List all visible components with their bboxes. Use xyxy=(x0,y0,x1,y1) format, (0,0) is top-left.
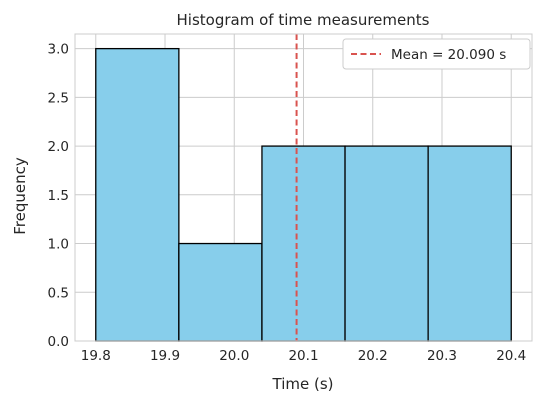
y-tick-label: 1.5 xyxy=(48,188,69,204)
y-tick-label: 2.0 xyxy=(48,139,69,155)
legend-mean-label: Mean = 20.090 s xyxy=(391,47,506,63)
y-tick-label: 0.5 xyxy=(48,285,69,301)
x-axis-label: Time (s) xyxy=(272,375,334,393)
y-tick-label: 3.0 xyxy=(48,42,69,58)
histogram-bars xyxy=(95,47,512,342)
y-axis-label: Frequency xyxy=(11,157,29,235)
x-tick-label: 20.1 xyxy=(288,348,318,364)
y-tick-label: 0.0 xyxy=(48,334,69,350)
chart-title: Histogram of time measurements xyxy=(177,11,430,29)
x-tick-label: 19.9 xyxy=(150,348,180,364)
x-tick-label: 20.3 xyxy=(427,348,457,364)
x-tick-label: 20.2 xyxy=(358,348,388,364)
histogram-bar xyxy=(178,242,263,342)
plot-area-frame xyxy=(74,33,533,342)
x-tick-label: 20.4 xyxy=(496,348,526,364)
histogram-bar xyxy=(95,47,180,342)
x-tick-label: 19.8 xyxy=(81,348,111,364)
histogram-bar xyxy=(261,145,346,342)
y-tick-label: 2.5 xyxy=(48,90,69,106)
legend: Mean = 20.090 s xyxy=(342,38,531,70)
x-tick-label: 20.0 xyxy=(219,348,249,364)
histogram-bar xyxy=(344,145,429,342)
x-axis-ticks: 19.8 19.9 20.0 20.1 20.2 20.3 20.4 xyxy=(81,348,527,364)
legend-box xyxy=(342,38,531,70)
histogram-bar xyxy=(427,145,512,342)
y-tick-label: 1.0 xyxy=(48,237,69,253)
y-axis-ticks: 0.0 0.5 1.0 1.5 2.0 2.5 3.0 xyxy=(48,42,69,350)
